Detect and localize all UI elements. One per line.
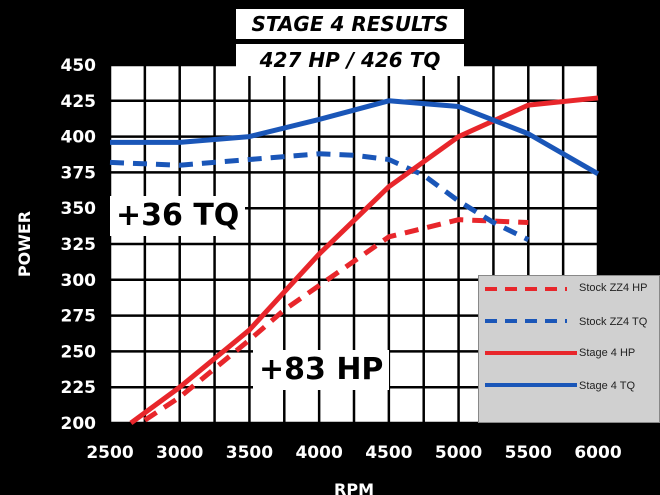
legend-item-stock-hp: Stock ZZ4 HP [479, 278, 660, 314]
legend-label: Stock ZZ4 HP [579, 282, 648, 294]
x-axis: 2500 3000 3500 4000 4500 5000 5500 6000 [86, 443, 621, 463]
y-tick-label: 350 [61, 199, 97, 219]
x-tick-label: 4000 [295, 443, 342, 463]
y-tick-label: 400 [61, 128, 97, 148]
x-axis-label: RPM [334, 480, 374, 495]
x-tick-label: 3000 [156, 443, 203, 463]
legend: Stock ZZ4 HP Stock ZZ4 TQ Stage 4 HP Sta… [478, 275, 660, 423]
series-line-stock-zz4-hp [143, 217, 529, 423]
series-line-stage-4-hp [129, 95, 599, 426]
legend-swatch-stock-tq [485, 319, 567, 323]
x-tick-label: 5500 [505, 443, 552, 463]
y-tick-label: 425 [61, 92, 97, 112]
series-line-stock-zz4-tq [109, 151, 530, 242]
y-tick-label: 325 [61, 235, 97, 255]
legend-label: Stage 4 TQ [579, 380, 636, 392]
y-tick-label: 275 [61, 307, 97, 327]
series-line-stage-4-tq [110, 98, 600, 176]
legend-swatch-stage4-hp [485, 351, 577, 355]
x-tick-label: 6000 [574, 443, 621, 463]
legend-swatch-stage4-tq [485, 383, 577, 387]
series-layer [109, 95, 600, 426]
y-axis: 200 225 250 275 300 325 350 375 400 425 450 [61, 56, 97, 434]
y-tick-label: 375 [61, 163, 97, 183]
legend-item-stage4-tq: Stage 4 TQ [479, 378, 660, 414]
legend-swatch-stock-hp [485, 287, 567, 291]
chart-subtitle: 427 HP / 426 TQ [236, 44, 464, 76]
annotation-hp-gain: +83 HP [253, 350, 390, 390]
chart-title: STAGE 4 RESULTS [236, 9, 464, 39]
legend-label: Stock ZZ4 TQ [579, 316, 648, 328]
y-tick-label: 225 [61, 378, 97, 398]
legend-item-stock-tq: Stock ZZ4 TQ [479, 314, 660, 350]
legend-item-stage4-hp: Stage 4 HP [479, 347, 660, 384]
y-tick-label: 200 [61, 414, 97, 434]
x-tick-label: 2500 [86, 443, 133, 463]
x-tick-label: 5000 [435, 443, 482, 463]
y-tick-label: 250 [61, 342, 97, 362]
x-tick-label: 3500 [226, 443, 273, 463]
y-axis-label: POWER [15, 211, 34, 277]
legend-label: Stage 4 HP [579, 347, 636, 359]
x-tick-label: 4500 [365, 443, 412, 463]
y-tick-label: 300 [61, 271, 97, 291]
y-tick-label: 450 [61, 56, 97, 76]
annotation-tq-gain: +36 TQ [110, 196, 246, 236]
